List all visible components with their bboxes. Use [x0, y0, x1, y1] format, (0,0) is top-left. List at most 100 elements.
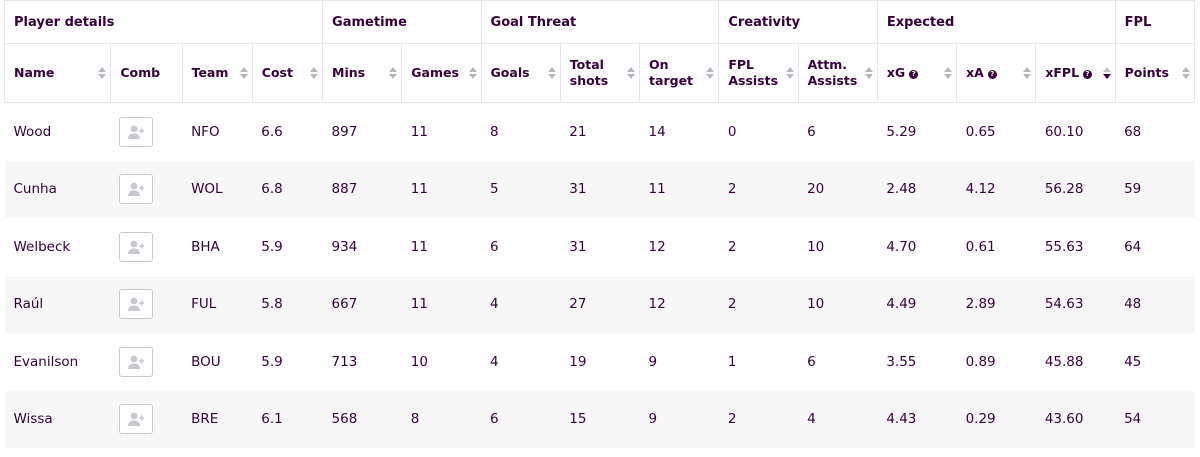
cell-points: 45 [1124, 353, 1142, 370]
header-games[interactable]: Games [401, 43, 482, 103]
table-row[interactable]: Raúl FUL 5.8 667 11 4 27 12 2 10 4.49 2.89 54.63 48 [4, 275, 1195, 333]
cell-goals: 5 [481, 160, 561, 218]
table-row[interactable]: Wissa BRE 6.1 568 8 6 15 9 2 4 4.43 0.29 43.60 54 [4, 390, 1195, 448]
table-row[interactable]: Cunha WOL 6.8 887 11 5 31 11 2 20 2.48 4.12 56.28 59 [4, 160, 1195, 218]
header-label: Team [191, 65, 229, 80]
cell-attm-assists: 10 [807, 238, 825, 255]
cell-fpl-assists: 2 [718, 275, 799, 333]
cell-total-shots: 21 [569, 123, 587, 140]
cell-on-target: 9 [639, 390, 719, 448]
sort-arrows-icon[interactable] [389, 67, 398, 79]
cell-xg: 4.70 [886, 238, 917, 255]
cell-total-shots: 27 [560, 275, 640, 333]
cell-xg: 2.48 [877, 160, 957, 218]
cell-mins: 897 [331, 123, 358, 140]
cell-xg: 3.55 [886, 353, 917, 370]
cell-goals: 6 [490, 238, 499, 255]
header-xfpl[interactable]: xFPL? [1035, 43, 1116, 103]
question-circle-icon[interactable]: ? [987, 70, 997, 79]
header-label: xFPL [1045, 65, 1080, 80]
header-label: Goals [490, 65, 530, 80]
cell-points: 48 [1115, 275, 1195, 333]
cell-name[interactable]: Evanilson [13, 353, 79, 370]
header-goals[interactable]: Goals [480, 43, 561, 103]
cell-xa: 2.89 [956, 275, 1036, 333]
cell-comb [110, 275, 183, 333]
header-xg[interactable]: xG? [876, 43, 958, 103]
cell-fpl-assists: 1 [727, 353, 737, 370]
sort-arrows-icon[interactable] [239, 67, 248, 79]
cell-games: 11 [401, 160, 482, 218]
cell-total-shots: 15 [560, 390, 640, 448]
cell-team: FUL [182, 275, 253, 333]
cell-name[interactable]: Cunha [4, 160, 111, 218]
group-expected: Expected [876, 0, 1116, 44]
sort-arrows-icon[interactable] [98, 67, 107, 79]
sort-arrows-icon[interactable] [547, 67, 556, 79]
table-row[interactable]: Welbeck BHA 5.9 934 11 6 31 12 2 10 4.70 0.61 55.63 6… [5, 218, 1195, 276]
header-on-target[interactable]: On target [639, 43, 720, 103]
cell-name[interactable]: Raúl [4, 275, 111, 333]
header-total-shots[interactable]: Total shots [559, 43, 641, 103]
sort-arrows-icon[interactable] [310, 67, 319, 79]
cell-xg: 4.43 [877, 390, 957, 448]
add-to-comb-button[interactable] [118, 289, 153, 320]
sort-arrows-icon[interactable] [785, 67, 794, 79]
header-team[interactable]: Team [181, 43, 253, 103]
cell-name[interactable]: Welbeck [13, 238, 71, 255]
add-to-comb-button[interactable] [118, 404, 153, 435]
cell-team: WOL [182, 160, 253, 218]
group-fpl: FPL [1114, 0, 1196, 44]
players-table: Player details Gametime Goal Threat Crea… [3, 0, 1196, 448]
cell-cost: 5.9 [261, 238, 283, 255]
add-to-comb-button[interactable] [118, 116, 153, 147]
cell-mins: 887 [322, 160, 402, 218]
cell-fpl-assists: 2 [727, 238, 737, 255]
header-fpl-assists[interactable]: FPL Assists [718, 43, 799, 103]
cell-fpl-assists: 0 [727, 123, 737, 140]
header-name[interactable]: Name [3, 43, 112, 103]
sort-desc-active-icon[interactable] [1102, 67, 1111, 79]
cell-xfpl: 43.60 [1035, 390, 1116, 448]
cell-attm-assists: 20 [798, 160, 878, 218]
header-label: Comb [120, 65, 161, 80]
cell-xa: 0.29 [956, 390, 1036, 448]
cell-comb [111, 103, 182, 161]
question-circle-icon[interactable]: ? [909, 70, 919, 79]
add-to-comb-button[interactable] [118, 231, 153, 262]
header-attm-assists[interactable]: Attm. Assists [797, 43, 878, 103]
column-header-row: Name Comb Team Cost Mins Games Goals Tot… [3, 43, 1196, 103]
cell-goals: 4 [490, 353, 499, 370]
header-label: Cost [261, 65, 293, 80]
header-xa[interactable]: xA? [956, 43, 1037, 103]
header-points[interactable]: Points [1114, 43, 1196, 103]
sort-arrows-icon[interactable] [944, 67, 953, 79]
sort-arrows-icon[interactable] [706, 67, 715, 79]
sort-arrows-icon[interactable] [468, 67, 477, 79]
header-cost[interactable]: Cost [251, 43, 324, 103]
header-comb: Comb [110, 43, 183, 103]
sort-arrows-icon[interactable] [627, 67, 636, 79]
sort-arrows-icon[interactable] [1023, 67, 1032, 79]
sort-arrows-icon[interactable] [864, 67, 873, 79]
add-to-comb-button[interactable] [118, 346, 153, 377]
cell-comb [111, 333, 182, 391]
cell-xfpl: 45.88 [1044, 353, 1084, 370]
cell-name[interactable]: Wissa [4, 390, 111, 448]
header-label: Games [411, 65, 459, 80]
header-mins[interactable]: Mins [322, 43, 403, 103]
sort-arrows-icon[interactable] [1182, 67, 1190, 79]
cell-name[interactable]: Wood [13, 123, 52, 140]
cell-team: BHA [191, 238, 220, 255]
table-row[interactable]: Wood NFO 6.6 897 11 8 21 14 0 6 5.29 0.65 60.10 68 [5, 103, 1195, 161]
cell-mins: 568 [322, 390, 402, 448]
group-goal-threat: Goal Threat [480, 0, 720, 44]
cell-total-shots: 31 [560, 160, 640, 218]
cell-cost: 5.8 [252, 275, 323, 333]
cell-on-target: 12 [648, 238, 666, 255]
cell-games: 8 [401, 390, 482, 448]
question-circle-icon[interactable]: ? [1083, 70, 1093, 79]
add-user-icon [127, 239, 145, 255]
table-row[interactable]: Evanilson BOU 5.9 713 10 4 19 9 1 6 3.55 0.89 45.88 4… [5, 333, 1195, 391]
add-to-comb-button[interactable] [118, 174, 153, 205]
